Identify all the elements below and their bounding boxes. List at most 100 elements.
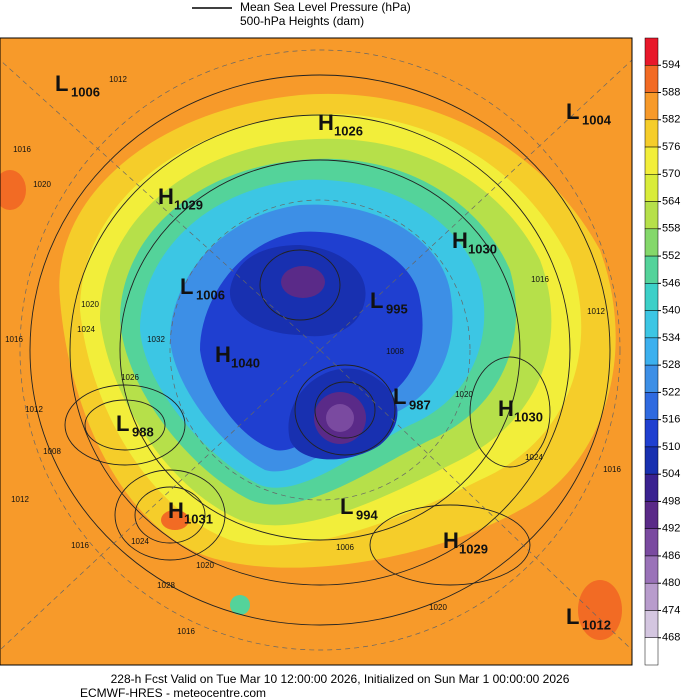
center-letter: L bbox=[566, 604, 579, 629]
colorbar-band bbox=[644, 610, 659, 638]
isobar-label: 1016 bbox=[531, 275, 549, 284]
colorbar-label: 546 bbox=[662, 277, 680, 289]
center-value: 1040 bbox=[231, 355, 260, 370]
colorbar-band bbox=[644, 364, 659, 393]
isobar-label: 1020 bbox=[81, 300, 99, 309]
colorbar-label: 486 bbox=[662, 550, 680, 562]
colorbar-label: 588 bbox=[662, 86, 680, 98]
center-letter: H bbox=[443, 528, 459, 553]
isobar-label: 1008 bbox=[386, 347, 404, 356]
map-frame bbox=[0, 37, 633, 666]
center-letter: L bbox=[370, 288, 383, 313]
isobar-label: 1020 bbox=[33, 180, 51, 189]
isobar-label: 1012 bbox=[109, 75, 127, 84]
colorbar-label: 552 bbox=[662, 250, 680, 262]
colorbar-label: 570 bbox=[662, 168, 680, 180]
footer-valid: 228-h Fcst Valid on Tue Mar 10 12:00:00 … bbox=[111, 672, 570, 686]
center-value: 988 bbox=[132, 424, 154, 439]
center-value: 1012 bbox=[582, 617, 611, 632]
center-letter: L bbox=[180, 274, 193, 299]
colorbar-band bbox=[644, 392, 659, 420]
colorbar-label: 468 bbox=[662, 632, 680, 644]
colorbar-band bbox=[644, 501, 659, 529]
colorbar-band bbox=[644, 419, 659, 448]
center-letter: H bbox=[158, 184, 174, 209]
isobar-label: 1024 bbox=[77, 325, 95, 334]
colorbar-label: 564 bbox=[662, 195, 680, 207]
colorbar-band bbox=[644, 473, 659, 502]
center-value: 995 bbox=[386, 301, 408, 316]
center-value: 1029 bbox=[459, 541, 488, 556]
isobar-label: 1006 bbox=[336, 543, 354, 552]
colorbar-label: 522 bbox=[662, 386, 680, 398]
colorbar-band bbox=[644, 228, 659, 257]
center-letter: H bbox=[168, 498, 184, 523]
isobar-label: 1020 bbox=[196, 561, 214, 570]
center-value: 1029 bbox=[174, 197, 203, 212]
isobar-label: 1024 bbox=[131, 537, 149, 546]
colorbar-label: 558 bbox=[662, 223, 680, 235]
colorbar-band bbox=[644, 37, 659, 66]
isobar-label: 1020 bbox=[455, 390, 473, 399]
colorbar: 594 588 582 576 570 564 558 552 546 540 534 528 522 5… bbox=[644, 37, 680, 666]
center-letter: L bbox=[116, 411, 129, 436]
colorbar-band bbox=[644, 146, 659, 175]
center-letter: H bbox=[318, 110, 334, 135]
isobar-label: 1028 bbox=[157, 581, 175, 590]
center-letter: H bbox=[215, 342, 231, 367]
colorbar-band bbox=[644, 65, 659, 93]
center-letter: L bbox=[393, 384, 406, 409]
height-field bbox=[0, 38, 632, 665]
colorbar-label: 528 bbox=[662, 359, 680, 371]
isobar-label: 1016 bbox=[71, 541, 89, 550]
colorbar-band bbox=[644, 637, 659, 666]
colorbar-label: 576 bbox=[662, 141, 680, 153]
colorbar-label: 540 bbox=[662, 305, 680, 317]
center-value: 1006 bbox=[71, 84, 100, 99]
colorbar-band bbox=[644, 582, 659, 611]
colorbar-label: 534 bbox=[662, 332, 680, 344]
colorbar-label: 594 bbox=[662, 59, 680, 71]
legend-mslp: Mean Sea Level Pressure (hPa) bbox=[240, 0, 411, 14]
center-letter: H bbox=[452, 228, 468, 253]
colorbar-band bbox=[644, 310, 659, 339]
colorbar-band bbox=[644, 283, 659, 311]
isobar-label: 1012 bbox=[25, 405, 43, 414]
footer-source: ECMWF-HRES - meteocentre.com bbox=[80, 686, 266, 700]
center-letter: L bbox=[566, 99, 579, 124]
isobar-label: 1008 bbox=[43, 447, 61, 456]
colorbar-band bbox=[644, 201, 659, 230]
isobar-label: 1012 bbox=[11, 495, 29, 504]
colorbar-band bbox=[644, 446, 659, 475]
center-value: 994 bbox=[356, 507, 378, 522]
isobar-label: 1016 bbox=[177, 627, 195, 636]
legend-heights: 500-hPa Heights (dam) bbox=[240, 14, 364, 28]
colorbar-band bbox=[644, 555, 659, 584]
colorbar-label: 474 bbox=[662, 604, 680, 616]
isobar-label: 1016 bbox=[603, 465, 621, 474]
isobar-label: 1016 bbox=[5, 335, 23, 344]
isobar-label: 1032 bbox=[147, 335, 165, 344]
center-value: 1006 bbox=[196, 287, 225, 302]
center-letter: L bbox=[55, 71, 68, 96]
colorbar-band bbox=[644, 337, 659, 366]
colorbar-label: 498 bbox=[662, 495, 680, 507]
isobar-label: 1024 bbox=[525, 453, 543, 462]
colorbar-band bbox=[644, 119, 659, 148]
colorbar-band bbox=[644, 528, 659, 557]
colorbar-band bbox=[644, 255, 659, 284]
center-value: 1026 bbox=[334, 123, 363, 138]
center-value: 1031 bbox=[184, 511, 213, 526]
center-value: 987 bbox=[409, 397, 431, 412]
isobar-label: 1020 bbox=[429, 603, 447, 612]
isobar-label: 1012 bbox=[587, 307, 605, 316]
isobar-label: 1016 bbox=[13, 145, 31, 154]
colorbar-label: 480 bbox=[662, 577, 680, 589]
isobar-label: 1026 bbox=[121, 373, 139, 382]
colorbar-label: 504 bbox=[662, 468, 680, 480]
center-letter: L bbox=[340, 494, 353, 519]
center-value: 1030 bbox=[514, 409, 543, 424]
